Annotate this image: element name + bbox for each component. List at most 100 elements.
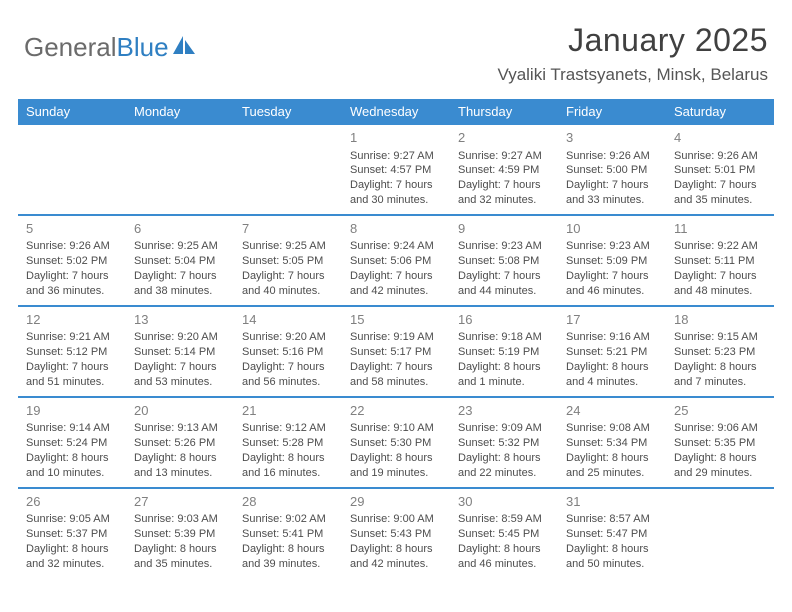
sunset-text: Sunset: 5:47 PM — [566, 527, 660, 542]
brand-sail-icon — [171, 34, 197, 61]
brand-logo: GeneralBlue — [24, 22, 197, 63]
calendar-cell: 11Sunrise: 9:22 AMSunset: 5:11 PMDayligh… — [666, 216, 774, 305]
sunset-text: Sunset: 5:34 PM — [566, 436, 660, 451]
calendar-body: 1Sunrise: 9:27 AMSunset: 4:57 PMDaylight… — [18, 125, 774, 578]
daylight-text-2: and 56 minutes. — [242, 375, 336, 390]
daylight-text: Daylight: 7 hours — [134, 269, 228, 284]
calendar-cell: 25Sunrise: 9:06 AMSunset: 5:35 PMDayligh… — [666, 398, 774, 487]
calendar-cell: 30Sunrise: 8:59 AMSunset: 5:45 PMDayligh… — [450, 489, 558, 578]
sunrise-text: Sunrise: 9:23 AM — [566, 239, 660, 254]
sunrise-text: Sunrise: 9:20 AM — [134, 330, 228, 345]
weekday-header: Thursday — [450, 99, 558, 125]
calendar-cell: 21Sunrise: 9:12 AMSunset: 5:28 PMDayligh… — [234, 398, 342, 487]
sunrise-text: Sunrise: 9:10 AM — [350, 421, 444, 436]
calendar-cell: 13Sunrise: 9:20 AMSunset: 5:14 PMDayligh… — [126, 307, 234, 396]
day-number: 2 — [458, 129, 552, 147]
sunrise-text: Sunrise: 9:14 AM — [26, 421, 120, 436]
sunset-text: Sunset: 5:35 PM — [674, 436, 768, 451]
daylight-text: Daylight: 8 hours — [458, 451, 552, 466]
daylight-text: Daylight: 8 hours — [242, 451, 336, 466]
calendar-cell: 19Sunrise: 9:14 AMSunset: 5:24 PMDayligh… — [18, 398, 126, 487]
daylight-text: Daylight: 8 hours — [134, 451, 228, 466]
daylight-text: Daylight: 8 hours — [134, 542, 228, 557]
sunset-text: Sunset: 4:57 PM — [350, 163, 444, 178]
calendar-cell: 29Sunrise: 9:00 AMSunset: 5:43 PMDayligh… — [342, 489, 450, 578]
weekday-header: Saturday — [666, 99, 774, 125]
sunrise-text: Sunrise: 9:25 AM — [134, 239, 228, 254]
sunset-text: Sunset: 5:19 PM — [458, 345, 552, 360]
sunrise-text: Sunrise: 9:23 AM — [458, 239, 552, 254]
calendar-cell — [234, 125, 342, 214]
day-number: 10 — [566, 220, 660, 238]
daylight-text-2: and 16 minutes. — [242, 466, 336, 481]
daylight-text-2: and 46 minutes. — [458, 557, 552, 572]
daylight-text: Daylight: 8 hours — [566, 360, 660, 375]
header: GeneralBlue January 2025 Vyaliki Trastsy… — [0, 0, 792, 93]
daylight-text: Daylight: 7 hours — [26, 269, 120, 284]
daylight-text-2: and 25 minutes. — [566, 466, 660, 481]
day-number: 5 — [26, 220, 120, 238]
sunrise-text: Sunrise: 8:59 AM — [458, 512, 552, 527]
sunset-text: Sunset: 5:21 PM — [566, 345, 660, 360]
calendar-cell: 4Sunrise: 9:26 AMSunset: 5:01 PMDaylight… — [666, 125, 774, 214]
daylight-text-2: and 32 minutes. — [458, 193, 552, 208]
sunrise-text: Sunrise: 9:21 AM — [26, 330, 120, 345]
sunrise-text: Sunrise: 9:16 AM — [566, 330, 660, 345]
sunset-text: Sunset: 5:45 PM — [458, 527, 552, 542]
day-number: 21 — [242, 402, 336, 420]
page-title: January 2025 — [497, 22, 768, 59]
day-number: 25 — [674, 402, 768, 420]
day-number: 23 — [458, 402, 552, 420]
sunrise-text: Sunrise: 9:05 AM — [26, 512, 120, 527]
sunrise-text: Sunrise: 9:25 AM — [242, 239, 336, 254]
sunset-text: Sunset: 5:28 PM — [242, 436, 336, 451]
daylight-text-2: and 39 minutes. — [242, 557, 336, 572]
daylight-text: Daylight: 7 hours — [674, 178, 768, 193]
calendar-cell: 22Sunrise: 9:10 AMSunset: 5:30 PMDayligh… — [342, 398, 450, 487]
daylight-text: Daylight: 8 hours — [26, 542, 120, 557]
sunset-text: Sunset: 5:26 PM — [134, 436, 228, 451]
daylight-text: Daylight: 8 hours — [458, 360, 552, 375]
daylight-text-2: and 1 minute. — [458, 375, 552, 390]
daylight-text-2: and 46 minutes. — [566, 284, 660, 299]
day-number: 18 — [674, 311, 768, 329]
sunset-text: Sunset: 5:12 PM — [26, 345, 120, 360]
sunrise-text: Sunrise: 9:13 AM — [134, 421, 228, 436]
calendar-cell: 3Sunrise: 9:26 AMSunset: 5:00 PMDaylight… — [558, 125, 666, 214]
sunrise-text: Sunrise: 9:27 AM — [458, 149, 552, 164]
daylight-text: Daylight: 7 hours — [458, 178, 552, 193]
weekday-header-row: SundayMondayTuesdayWednesdayThursdayFrid… — [18, 99, 774, 125]
sunset-text: Sunset: 5:39 PM — [134, 527, 228, 542]
sunset-text: Sunset: 5:11 PM — [674, 254, 768, 269]
calendar-cell: 2Sunrise: 9:27 AMSunset: 4:59 PMDaylight… — [450, 125, 558, 214]
calendar-week: 1Sunrise: 9:27 AMSunset: 4:57 PMDaylight… — [18, 125, 774, 214]
daylight-text: Daylight: 8 hours — [458, 542, 552, 557]
sunset-text: Sunset: 5:32 PM — [458, 436, 552, 451]
daylight-text-2: and 10 minutes. — [26, 466, 120, 481]
daylight-text-2: and 51 minutes. — [26, 375, 120, 390]
brand-part1: General — [24, 32, 117, 62]
calendar-cell: 10Sunrise: 9:23 AMSunset: 5:09 PMDayligh… — [558, 216, 666, 305]
calendar-cell: 28Sunrise: 9:02 AMSunset: 5:41 PMDayligh… — [234, 489, 342, 578]
calendar-cell — [18, 125, 126, 214]
calendar-cell: 1Sunrise: 9:27 AMSunset: 4:57 PMDaylight… — [342, 125, 450, 214]
daylight-text-2: and 53 minutes. — [134, 375, 228, 390]
sunset-text: Sunset: 5:23 PM — [674, 345, 768, 360]
day-number: 16 — [458, 311, 552, 329]
sunrise-text: Sunrise: 8:57 AM — [566, 512, 660, 527]
brand-text: GeneralBlue — [24, 32, 169, 63]
day-number: 9 — [458, 220, 552, 238]
sunrise-text: Sunrise: 9:06 AM — [674, 421, 768, 436]
calendar: SundayMondayTuesdayWednesdayThursdayFrid… — [18, 99, 774, 578]
daylight-text-2: and 42 minutes. — [350, 284, 444, 299]
daylight-text-2: and 40 minutes. — [242, 284, 336, 299]
daylight-text-2: and 42 minutes. — [350, 557, 444, 572]
sunset-text: Sunset: 5:06 PM — [350, 254, 444, 269]
calendar-week: 26Sunrise: 9:05 AMSunset: 5:37 PMDayligh… — [18, 487, 774, 578]
day-number: 27 — [134, 493, 228, 511]
sunrise-text: Sunrise: 9:26 AM — [674, 149, 768, 164]
sunset-text: Sunset: 5:24 PM — [26, 436, 120, 451]
sunrise-text: Sunrise: 9:24 AM — [350, 239, 444, 254]
sunset-text: Sunset: 5:00 PM — [566, 163, 660, 178]
weekday-header: Friday — [558, 99, 666, 125]
